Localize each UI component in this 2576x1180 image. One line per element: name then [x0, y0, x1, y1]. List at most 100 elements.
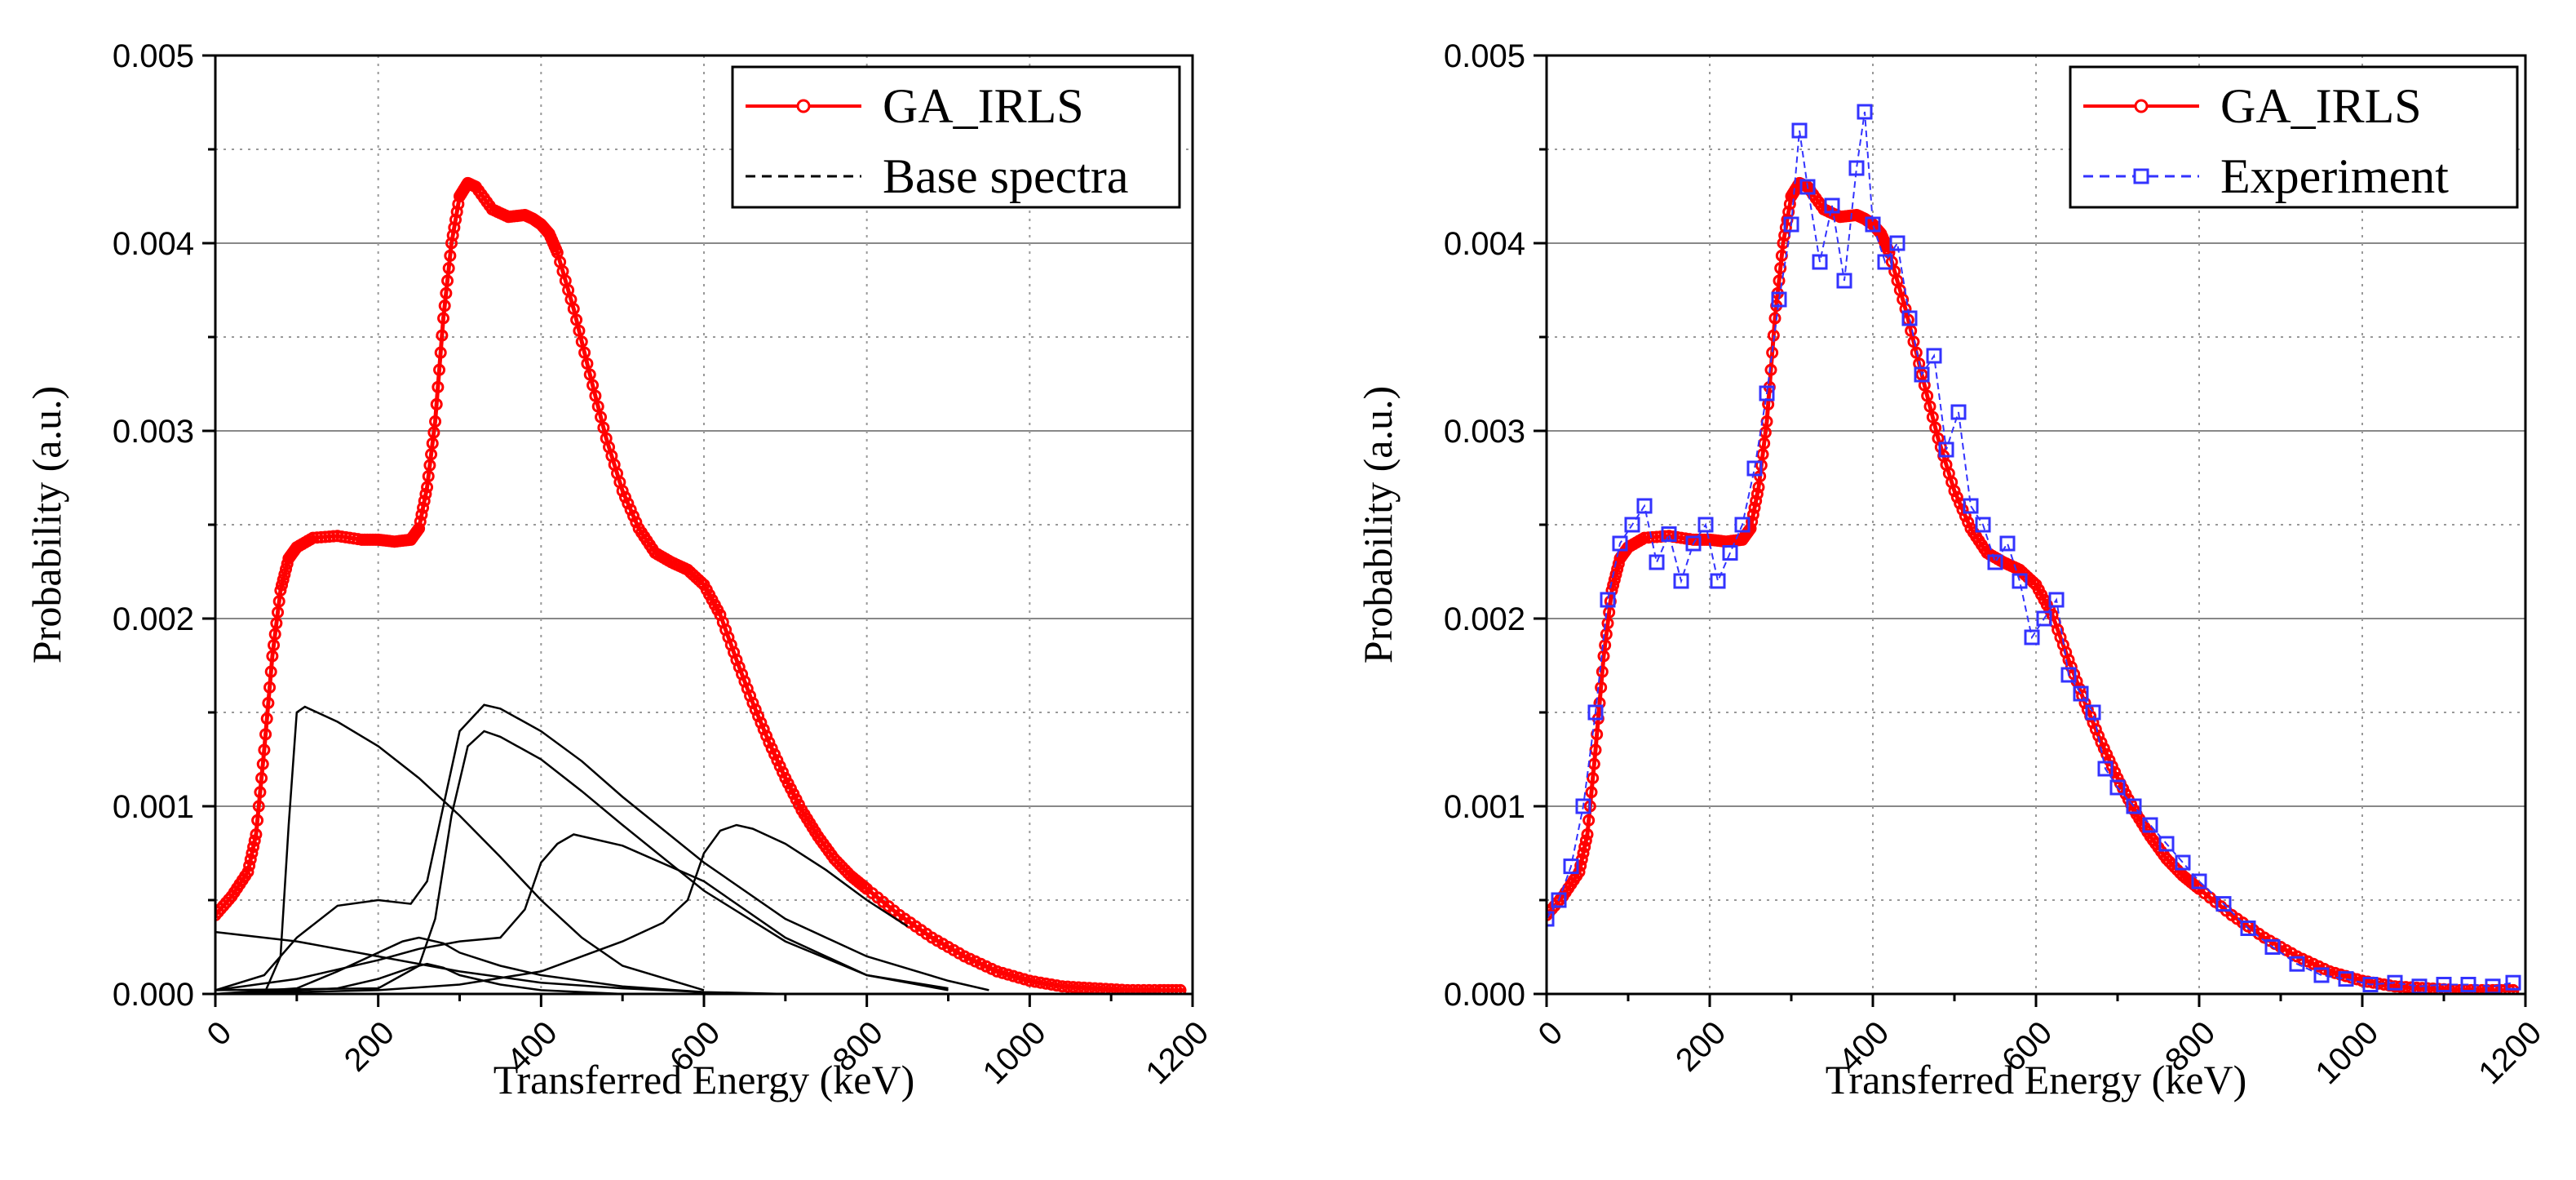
data-point: [272, 595, 285, 608]
data-point: [418, 495, 431, 508]
data-point: [622, 497, 635, 510]
data-point: [1791, 122, 1808, 139]
legend-label: GA_IRLS: [883, 79, 1084, 133]
data-point: [1759, 385, 1775, 401]
data-point: [765, 742, 778, 755]
data-point: [2065, 660, 2078, 673]
data-point: [2062, 654, 2075, 667]
data-point: [2240, 920, 2256, 936]
data-point: [1899, 303, 1912, 315]
data-point: [2089, 723, 2102, 736]
data-point: [1877, 254, 1893, 270]
data-point: [1607, 579, 1620, 592]
data-point: [1744, 522, 1757, 535]
data-point: [1166, 983, 1179, 994]
data-point: [268, 628, 281, 641]
data-point: [2012, 573, 2028, 589]
data-point: [2073, 685, 2089, 702]
legend-label: GA_IRLS: [2220, 79, 2422, 133]
data-point: [1600, 592, 1616, 608]
data-point: [1577, 847, 1590, 859]
data-point: [1595, 681, 1608, 694]
series-base-spectrum-1: [215, 705, 705, 994]
data-point: [417, 501, 430, 514]
series-line: [215, 833, 949, 991]
data-point: [2289, 956, 2305, 972]
data-point: [423, 459, 436, 472]
data-point: [427, 426, 440, 439]
data-point: [2097, 742, 2110, 755]
data-point: [1756, 448, 1769, 461]
data-point: [440, 286, 453, 299]
data-point: [589, 389, 602, 402]
x-tick-label: 200: [1669, 1014, 1733, 1078]
data-point: [1748, 501, 1761, 514]
data-point: [1812, 254, 1828, 270]
data-point: [444, 249, 457, 262]
data-point: [741, 682, 754, 695]
data-point: [1661, 526, 1677, 542]
x-tick-label: 0: [201, 1014, 239, 1053]
data-point: [1609, 568, 1622, 581]
y-tick-label: 0.005: [113, 38, 194, 74]
legend: GA_IRLS Base spectra: [731, 65, 1181, 209]
legend: GA_IRLS Experiment: [2069, 65, 2519, 209]
data-point: [1857, 104, 1873, 120]
data-point: [250, 828, 263, 841]
data-point: [773, 760, 786, 773]
data-point: [422, 470, 435, 483]
data-point: [266, 650, 279, 663]
data-point: [573, 324, 586, 337]
data-point: [1938, 441, 1954, 458]
data-point: [2085, 704, 2101, 721]
data-point: [730, 654, 743, 667]
data-point: [581, 357, 594, 370]
data-point: [738, 675, 751, 688]
data-point: [262, 697, 275, 709]
data-point: [1746, 460, 1763, 477]
data-point: [630, 516, 643, 529]
data-point: [268, 639, 281, 652]
data-point: [1746, 515, 1759, 528]
data-point: [736, 668, 749, 681]
data-point: [415, 508, 428, 521]
data-point: [1642, 531, 1655, 544]
data-point: [1599, 639, 1612, 652]
x-tick-label: 1200: [2472, 1014, 2548, 1091]
data-point: [2158, 836, 2175, 852]
data-point: [315, 530, 328, 543]
data-point: [307, 531, 320, 544]
data-point: [2264, 939, 2281, 955]
data-point: [246, 847, 259, 859]
data-point: [1752, 481, 1765, 494]
data-point: [280, 562, 293, 575]
data-point: [1045, 978, 1058, 991]
data-point: [1581, 828, 1594, 841]
data-point: [251, 814, 264, 827]
data-point: [2078, 697, 2091, 709]
data-point: [1751, 487, 1764, 500]
y-tick-label: 0.003: [1444, 414, 1525, 450]
data-point: [1685, 535, 1702, 552]
data-point: [258, 743, 271, 756]
data-point: [616, 485, 629, 498]
data-point: [1582, 814, 1596, 827]
data-point: [278, 568, 291, 581]
data-point: [256, 757, 269, 770]
data-point: [1002, 968, 1015, 981]
data-point: [1926, 348, 1942, 364]
data-point: [752, 710, 765, 723]
series-line: [215, 823, 909, 994]
data-point: [311, 531, 324, 544]
data-point: [434, 346, 447, 359]
x-tick-label: 200: [338, 1014, 401, 1078]
data-point: [1673, 573, 1689, 589]
series-base-spectrum-8: [215, 962, 623, 994]
y-tick-label: 0.002: [113, 601, 194, 637]
y-tick-label: 0.000: [1444, 977, 1525, 1013]
series-base-spectrum-7: [215, 936, 705, 994]
data-point: [441, 274, 454, 287]
legend-box: [731, 65, 1181, 209]
data-point: [1587, 704, 1604, 721]
data-point: [1774, 262, 1787, 275]
